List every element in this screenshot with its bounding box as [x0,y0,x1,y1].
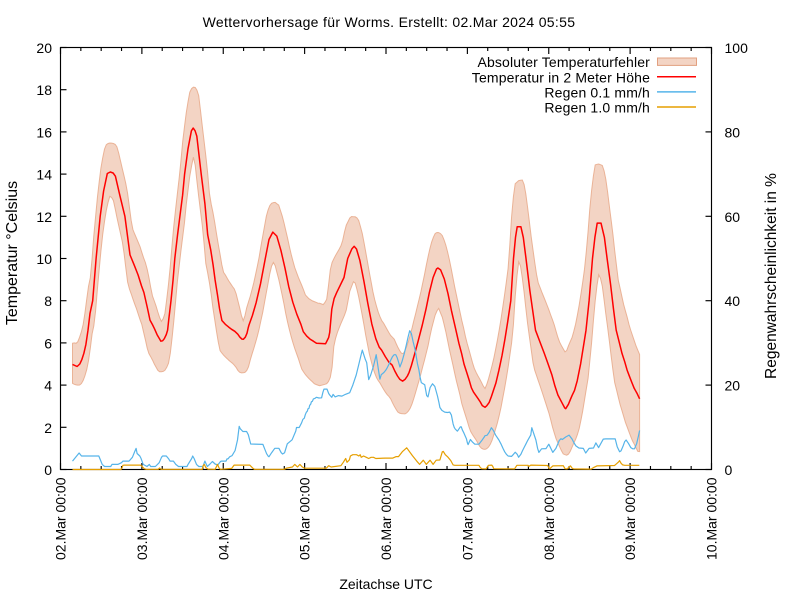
svg-text:02.Mar 00:00: 02.Mar 00:00 [53,477,69,560]
svg-text:60: 60 [725,209,741,225]
svg-text:100: 100 [725,40,749,56]
svg-text:6: 6 [44,335,52,351]
svg-text:03.Mar 00:00: 03.Mar 00:00 [134,477,150,560]
svg-text:0: 0 [725,462,733,478]
svg-text:Zeitachse UTC: Zeitachse UTC [339,576,432,592]
svg-text:4: 4 [44,378,52,394]
svg-text:09.Mar 00:00: 09.Mar 00:00 [622,477,638,560]
svg-text:80: 80 [725,124,741,140]
svg-text:10: 10 [36,251,52,267]
svg-text:04.Mar 00:00: 04.Mar 00:00 [215,477,231,560]
svg-text:Temperatur in 2 Meter Höhe: Temperatur in 2 Meter Höhe [472,69,650,85]
svg-text:Regen 1.0 mm/h: Regen 1.0 mm/h [544,100,650,116]
svg-text:07.Mar 00:00: 07.Mar 00:00 [459,477,475,560]
svg-text:10.Mar 00:00: 10.Mar 00:00 [704,477,720,560]
svg-text:14: 14 [36,167,52,183]
svg-text:40: 40 [725,293,741,309]
svg-text:2: 2 [44,420,52,436]
svg-text:20: 20 [36,40,52,56]
svg-text:0: 0 [44,462,52,478]
svg-text:Temperatur °Celsius: Temperatur °Celsius [4,181,21,325]
svg-text:20: 20 [725,378,741,394]
svg-text:16: 16 [36,124,52,140]
svg-text:Wettervorhersage für Worms. Er: Wettervorhersage für Worms. Erstellt: 02… [203,14,576,30]
svg-text:Absoluter Temperaturfehler: Absoluter Temperaturfehler [477,54,650,70]
svg-text:12: 12 [36,209,52,225]
svg-text:18: 18 [36,82,52,98]
svg-text:08.Mar 00:00: 08.Mar 00:00 [541,477,557,560]
svg-text:Regenwahrscheinlichkeit in %: Regenwahrscheinlichkeit in % [763,173,780,379]
svg-text:05.Mar 00:00: 05.Mar 00:00 [297,477,313,560]
svg-text:8: 8 [44,293,52,309]
svg-text:06.Mar 00:00: 06.Mar 00:00 [378,477,394,560]
svg-text:Regen 0.1 mm/h: Regen 0.1 mm/h [544,84,650,100]
